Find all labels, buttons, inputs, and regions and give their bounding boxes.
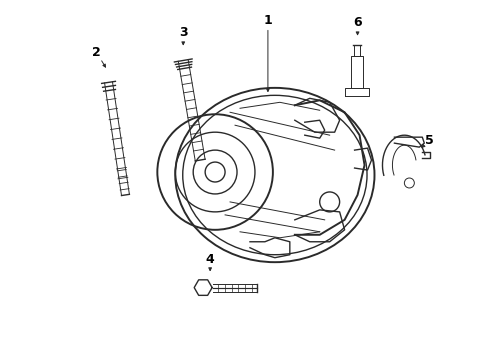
Polygon shape [350,57,362,88]
Text: 4: 4 [205,253,214,266]
Text: 3: 3 [179,26,187,39]
Polygon shape [353,45,359,57]
Text: 1: 1 [263,14,272,27]
Text: 2: 2 [92,46,101,59]
Polygon shape [194,280,212,295]
Text: 5: 5 [424,134,433,147]
Polygon shape [344,88,368,96]
Text: 6: 6 [352,16,361,29]
